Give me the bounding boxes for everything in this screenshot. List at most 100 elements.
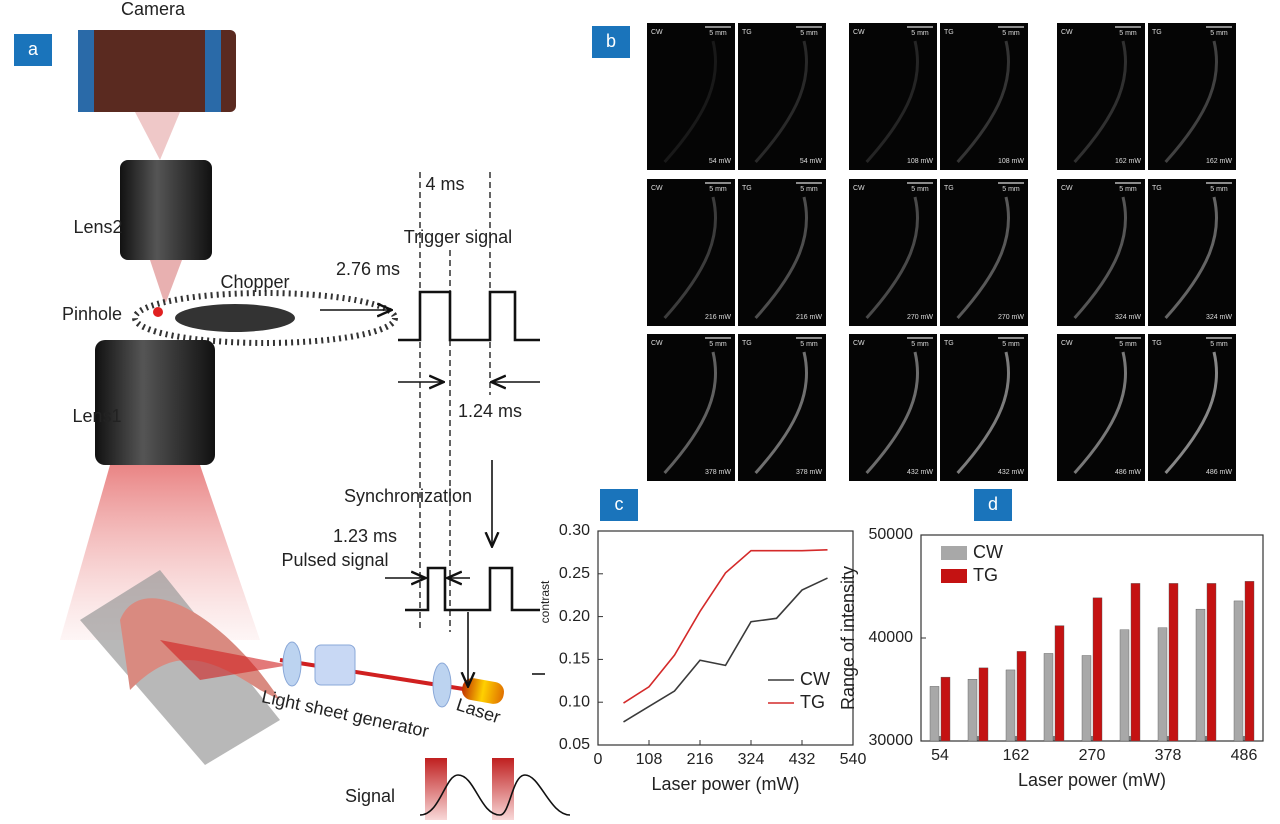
y-tick-label: 40000 bbox=[869, 629, 914, 646]
bar bbox=[1244, 581, 1255, 742]
power-label: 324 mW bbox=[1206, 314, 1232, 321]
power-label: 216 mW bbox=[705, 314, 731, 321]
image-caption: CW bbox=[1061, 29, 1073, 36]
image bbox=[1148, 334, 1236, 481]
y-tick-label: 30000 bbox=[869, 732, 914, 749]
image bbox=[738, 334, 826, 481]
image bbox=[647, 23, 735, 170]
scale-label: 5 mm bbox=[1119, 186, 1137, 193]
image-structure bbox=[1073, 196, 1128, 320]
power-label: 54 mW bbox=[709, 158, 732, 165]
image bbox=[1057, 23, 1145, 170]
image bbox=[1057, 179, 1145, 326]
label: Trigger signal bbox=[404, 227, 512, 247]
panel-tags: a b c d bbox=[14, 26, 1012, 521]
y-axis-label: I bbox=[529, 671, 549, 676]
legend-label: TG bbox=[800, 692, 825, 712]
image bbox=[647, 179, 735, 326]
y-tick-label: 50000 bbox=[869, 526, 914, 543]
bar bbox=[1206, 583, 1217, 742]
image-structure bbox=[663, 196, 718, 320]
bar bbox=[1016, 651, 1027, 742]
image-caption: TG bbox=[944, 185, 954, 192]
image-structure bbox=[663, 351, 718, 475]
optic bbox=[432, 662, 452, 708]
bar bbox=[1130, 583, 1141, 742]
label: Lens1 bbox=[72, 406, 121, 426]
image-caption: CW bbox=[853, 340, 865, 347]
power-label: 54 mW bbox=[800, 158, 823, 165]
x-axis-label: Laser power (mW) bbox=[651, 774, 799, 794]
bar bbox=[940, 676, 951, 742]
pinhole bbox=[153, 307, 163, 317]
image-structure bbox=[865, 40, 920, 164]
image-structure bbox=[1164, 196, 1219, 320]
label: 1.23 ms bbox=[333, 526, 397, 546]
signal-curve bbox=[419, 774, 571, 816]
label: 4 ms bbox=[425, 174, 464, 194]
power-label: 486 mW bbox=[1115, 469, 1141, 476]
panel-tag bbox=[14, 34, 52, 66]
image-structure bbox=[663, 40, 718, 164]
image-caption: TG bbox=[742, 185, 752, 192]
image-caption: TG bbox=[1152, 340, 1162, 347]
image bbox=[738, 23, 826, 170]
image bbox=[940, 179, 1028, 326]
scale-label: 5 mm bbox=[800, 30, 818, 37]
label: Light sheet generator bbox=[260, 686, 431, 741]
image bbox=[849, 23, 937, 170]
image-caption: CW bbox=[853, 29, 865, 36]
y-tick-label: 0.20 bbox=[559, 608, 590, 625]
plot-frame bbox=[597, 530, 854, 746]
y-axis-label: Range of intensity bbox=[838, 566, 858, 710]
bar bbox=[1054, 625, 1065, 742]
x-tick-label: 162 bbox=[1003, 747, 1030, 764]
y-tick-label: 0.10 bbox=[559, 693, 590, 710]
scale-label: 5 mm bbox=[911, 30, 929, 37]
scale-label: 5 mm bbox=[1002, 186, 1020, 193]
power-label: 162 mW bbox=[1115, 158, 1141, 165]
image bbox=[647, 334, 735, 481]
x-tick-label: 108 bbox=[636, 751, 663, 768]
x-tick-label: 54 bbox=[931, 747, 949, 764]
scale-label: 5 mm bbox=[911, 341, 929, 348]
image-caption: CW bbox=[853, 185, 865, 192]
label: Synchronization bbox=[344, 486, 472, 506]
bar bbox=[929, 686, 940, 742]
camera-side bbox=[78, 30, 94, 112]
panel-tag bbox=[974, 489, 1012, 521]
image bbox=[940, 23, 1028, 170]
image-structure bbox=[1164, 351, 1219, 475]
image-caption: TG bbox=[742, 29, 752, 36]
image-structure bbox=[956, 196, 1011, 320]
power-label: 162 mW bbox=[1206, 158, 1232, 165]
image bbox=[738, 179, 826, 326]
legend-swatch bbox=[941, 569, 967, 583]
panel-tag-text: c bbox=[615, 494, 624, 514]
bar bbox=[1043, 653, 1054, 742]
y-tick-label: 0.05 bbox=[559, 736, 590, 753]
image-structure bbox=[956, 351, 1011, 475]
power-label: 432 mW bbox=[998, 469, 1024, 476]
image-structure bbox=[1073, 351, 1128, 475]
x-tick-label: 0 bbox=[594, 751, 603, 768]
label: Camera bbox=[121, 0, 186, 19]
setup-drawing bbox=[60, 30, 571, 820]
label: Signal bbox=[345, 786, 395, 806]
image-caption: TG bbox=[944, 340, 954, 347]
y-tick-label: 0.15 bbox=[559, 651, 590, 668]
image bbox=[1148, 179, 1236, 326]
optic bbox=[314, 644, 356, 686]
bar bbox=[967, 679, 978, 742]
camera-side bbox=[205, 30, 221, 112]
legend-swatch bbox=[941, 546, 967, 560]
image-structure bbox=[1073, 40, 1128, 164]
power-label: 324 mW bbox=[1115, 314, 1141, 321]
series-line bbox=[623, 549, 828, 704]
signal-pulse bbox=[492, 758, 514, 820]
image-structure bbox=[754, 351, 809, 475]
image-structure bbox=[754, 40, 809, 164]
x-tick-label: 486 bbox=[1231, 747, 1258, 764]
